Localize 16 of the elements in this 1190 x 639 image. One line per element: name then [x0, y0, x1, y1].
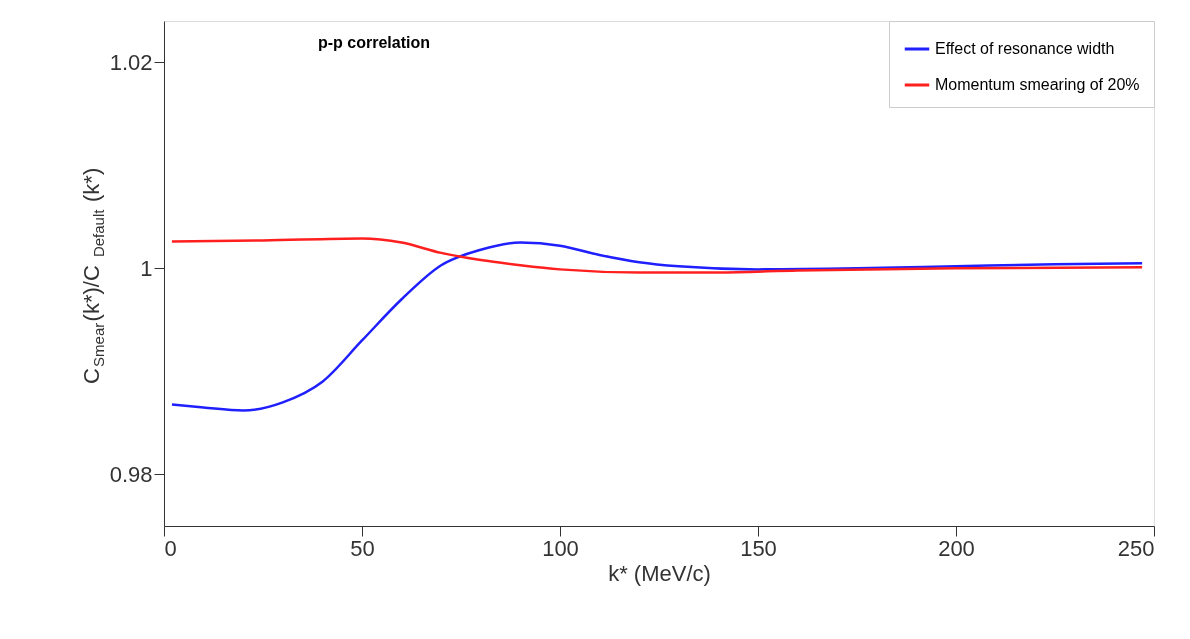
x-tick-label: 50: [350, 535, 375, 561]
line-series: [170, 237, 1144, 274]
x-axis-title: k* (MeV/c): [608, 560, 711, 586]
line-series: [170, 241, 1144, 412]
y-tick-label: 0.98: [109, 461, 153, 487]
y-axis-title: CSmear(k*)/CDefault(k*): [79, 167, 107, 384]
x-tick-label: 150: [740, 535, 777, 561]
x-tick-label: 100: [542, 535, 579, 561]
y-tick-label: 1.02: [109, 49, 153, 75]
x-tick-label: 250: [1117, 535, 1155, 561]
legend-label: Effect of resonance width: [935, 40, 1115, 57]
legend-label: Momentum smearing of 20%: [935, 76, 1140, 93]
x-tick-label: 200: [938, 535, 975, 561]
annotation: p-p correlation: [317, 34, 431, 51]
x-tick-label: 0: [164, 535, 177, 561]
y-tick-label: 1: [140, 255, 153, 281]
